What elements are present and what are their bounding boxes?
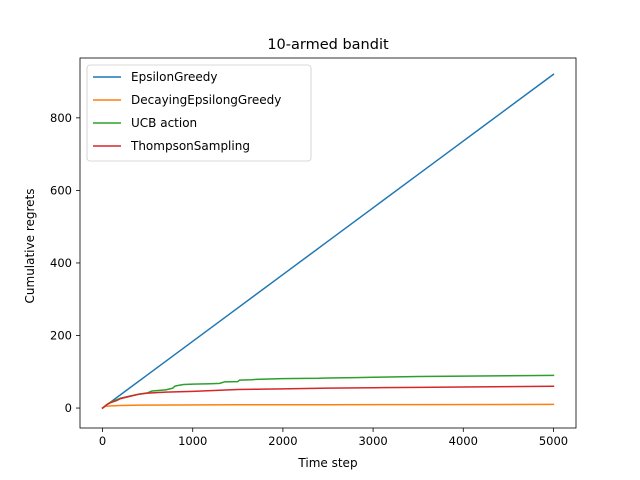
legend-label-decayingepsilonggreedy: DecayingEpsilongGreedy [131, 93, 281, 107]
legend-box [86, 64, 312, 162]
y-tick-label: 800 [50, 111, 72, 125]
series-line-decayingepsilonggreedy [101, 403, 555, 410]
x-tick-label: 4000 [449, 434, 478, 448]
x-axis-label: Time step [297, 456, 357, 470]
axes-layer: 0 1000 2000 3000 4000 5000 0 200 400 600 800 [50, 57, 577, 448]
legend-label-thompsonsampling: ThompsonSampling [130, 139, 250, 153]
chart-title: 10-armed bandit [267, 37, 389, 53]
series-line-thompsonsampling [101, 385, 555, 410]
series-layer [101, 73, 555, 410]
series-line-epsilongreedy [101, 73, 555, 410]
x-tick-label: 2000 [268, 434, 297, 448]
y-tick-label: 400 [50, 256, 72, 270]
x-tick-label: 1000 [178, 434, 207, 448]
plot-frame [79, 57, 577, 429]
y-tick-label: 600 [50, 183, 72, 197]
y-tick-label: 200 [50, 329, 72, 343]
y-axis-label: Cumulative regrets [23, 189, 37, 304]
x-tick-label: 5000 [539, 434, 568, 448]
y-tick-label: 0 [65, 401, 72, 415]
legend-label-epsilongreedy: EpsilonGreedy [131, 70, 218, 84]
x-tick-label: 0 [99, 434, 106, 448]
x-tick-label: 3000 [358, 434, 387, 448]
legend: EpsilonGreedy DecayingEpsilongGreedy UCB a… [86, 64, 312, 162]
legend-label-ucb-action: UCB action [131, 116, 197, 130]
